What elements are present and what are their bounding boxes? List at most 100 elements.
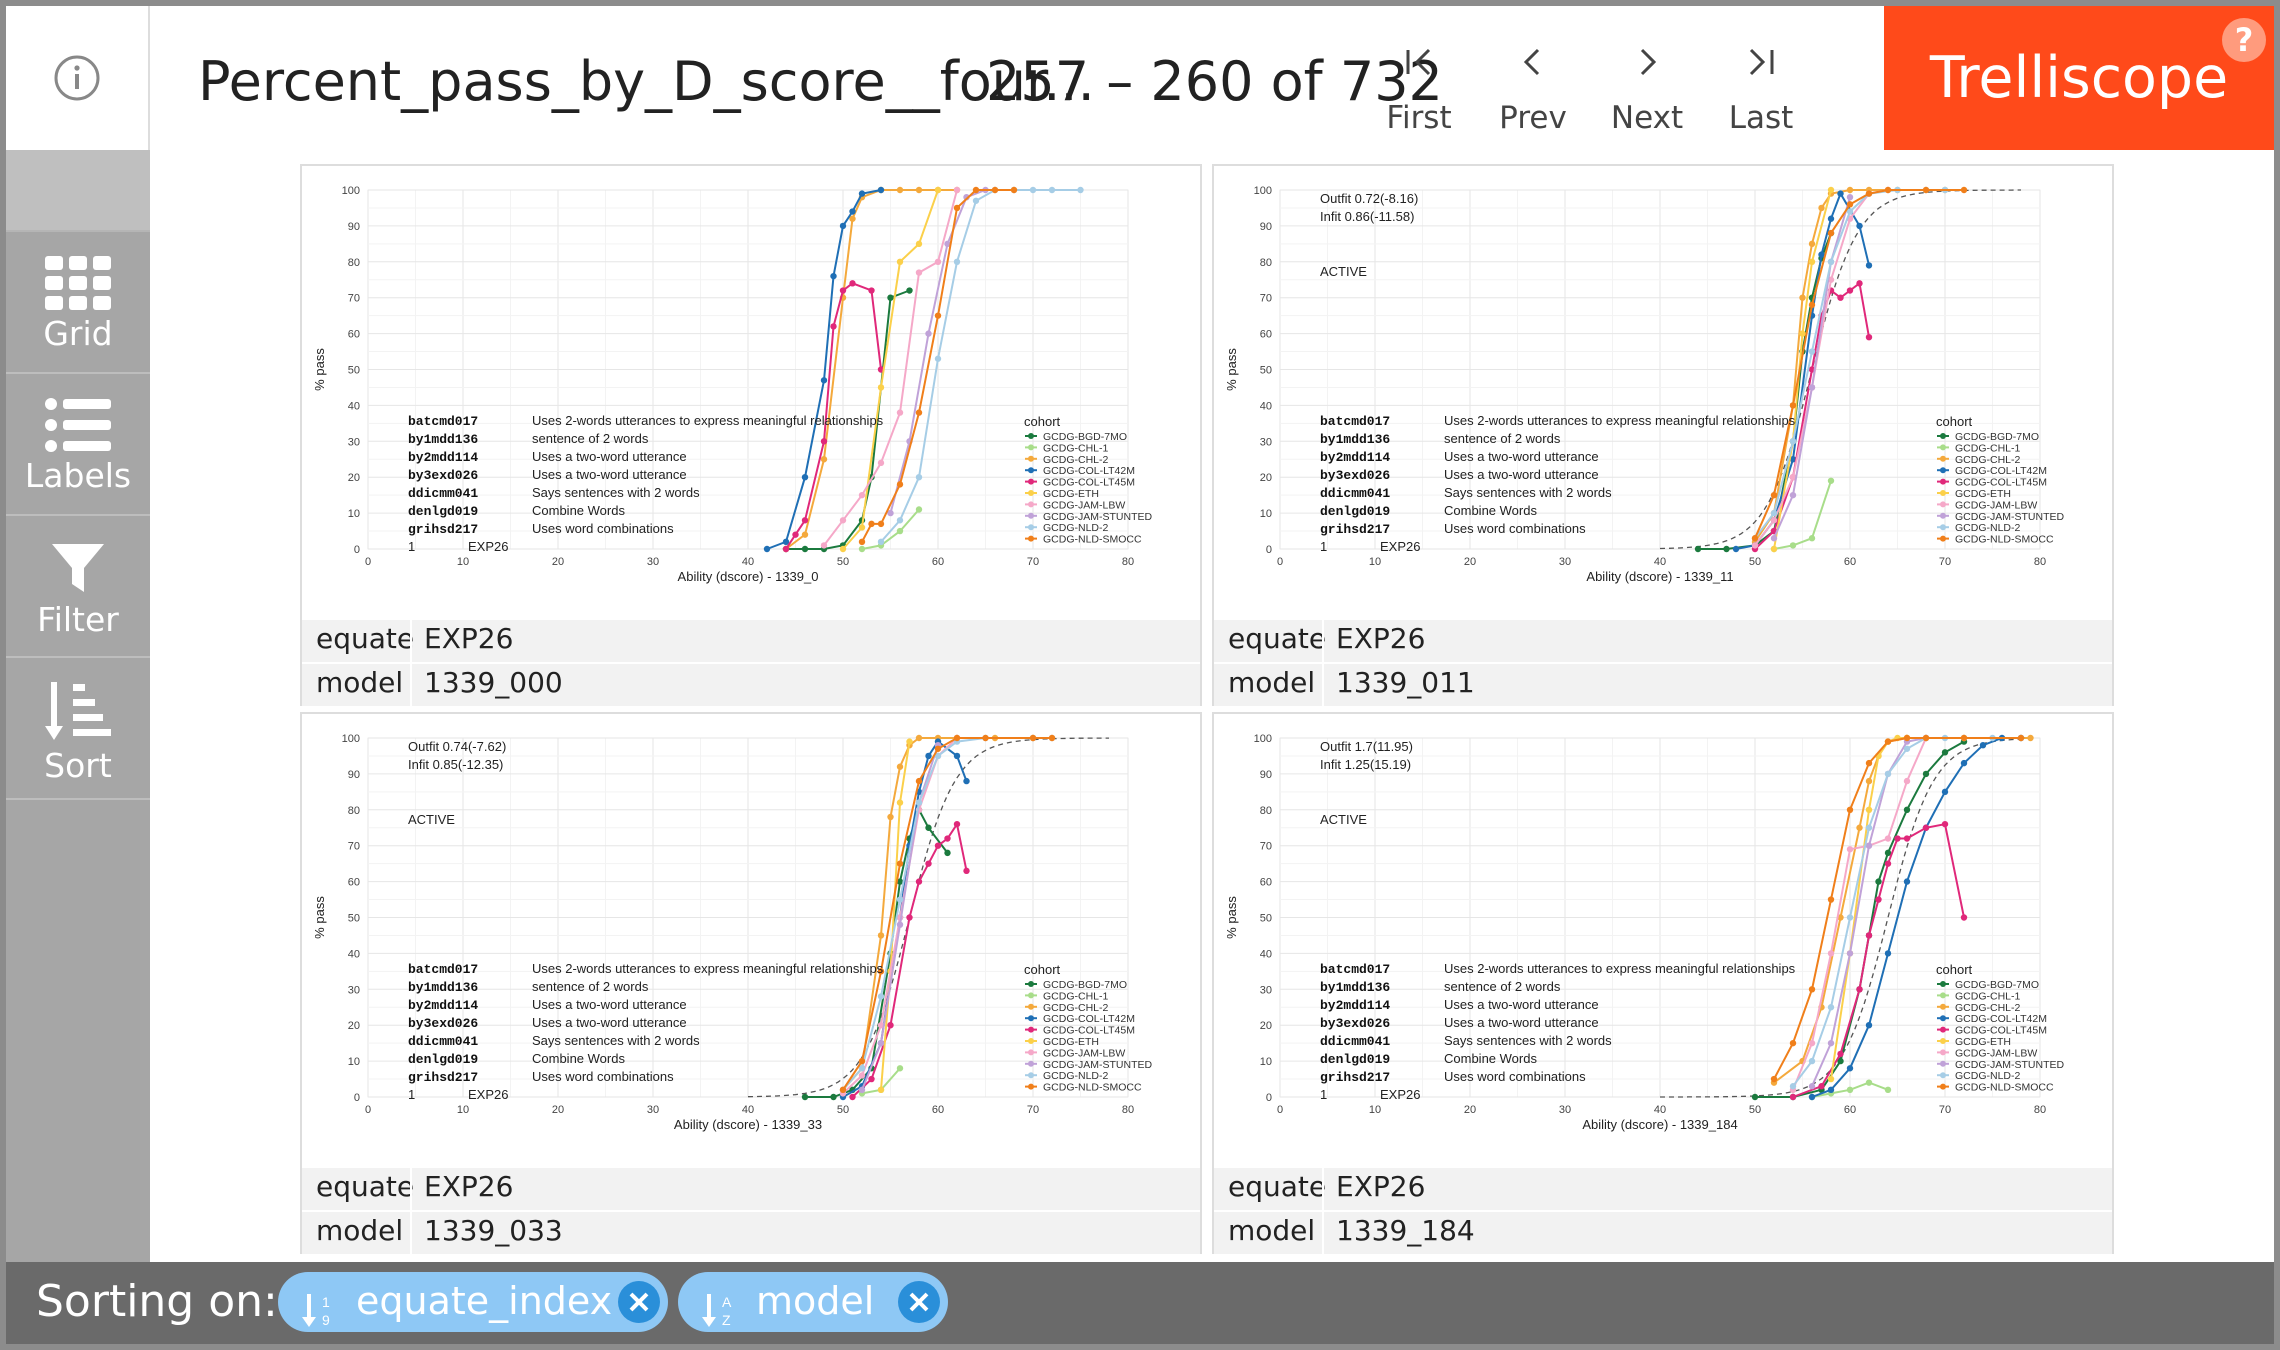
panel-plot: 0 10 20 30 40 50 60 70 80 0 10 20 30 40 50 60 70 80 90 100 A… (308, 720, 1194, 1160)
y-tick-label: 30 (1260, 436, 1272, 448)
data-point (1865, 806, 1873, 813)
y-tick-label: 80 (348, 805, 360, 817)
legend-swatch (1028, 1083, 1034, 1090)
item-description: Says sentences with 2 words (532, 1033, 700, 1048)
data-point (1827, 258, 1835, 265)
last-page-label: Last (1728, 100, 1794, 136)
sidebar-label-filter: Filter (37, 600, 119, 639)
brand-label: Trelliscope (1929, 45, 2229, 111)
data-point (877, 1086, 885, 1094)
data-point (1846, 1086, 1854, 1094)
legend-swatch (1940, 478, 1946, 485)
data-point (944, 240, 951, 248)
y-axis-label: % pass (312, 896, 327, 939)
remove-sort-button[interactable] (618, 1281, 660, 1323)
prev-page-button[interactable]: Prev (1478, 42, 1588, 142)
data-point (1856, 222, 1863, 230)
data-point (1827, 1086, 1835, 1094)
data-point (1884, 860, 1892, 867)
item-code: by2mdd114 (408, 998, 478, 1013)
x-tick-label: 10 (457, 556, 469, 568)
data-point (896, 1065, 904, 1072)
data-point (763, 545, 771, 553)
legend-swatch (1028, 490, 1034, 496)
trelliscope-brand[interactable]: Trelliscope ? (1884, 6, 2274, 150)
data-point (839, 1086, 847, 1094)
panel-meta: equate EXP26 model 1339_000 (302, 620, 1200, 706)
legend-swatch (1028, 1026, 1034, 1033)
panel-1339_184[interactable]: 0 10 20 30 40 50 60 70 80 0 10 20 30 40 50 60 70 80 90 100 A… (1212, 712, 2114, 1254)
data-point (1789, 474, 1797, 481)
data-point (820, 438, 828, 445)
legend-entry: GCDG-JAM-STUNTED (1955, 1059, 2064, 1071)
data-point (1846, 287, 1854, 294)
sort-pill-equate-index[interactable]: 1 9 equate_index (278, 1272, 668, 1332)
data-point (896, 517, 904, 524)
legend-swatch (1028, 1072, 1034, 1079)
y-tick-label: 90 (348, 221, 360, 233)
y-tick-label: 80 (348, 257, 360, 269)
y-tick-label: 90 (348, 769, 360, 781)
data-point (858, 491, 866, 499)
series-line (1792, 823, 1965, 1098)
sidebar-item-filter[interactable]: Filter (6, 516, 150, 658)
data-point (1827, 896, 1835, 903)
meta-key-equate: equate (316, 1170, 415, 1203)
data-point (1751, 542, 1759, 549)
next-page-label: Next (1610, 100, 1684, 136)
meta-value-equate: EXP26 (424, 622, 514, 655)
first-page-button[interactable]: First (1364, 42, 1474, 142)
x-tick-label: 80 (1122, 1104, 1134, 1116)
data-point (1808, 384, 1816, 391)
data-point (820, 542, 828, 549)
panel-1339_033[interactable]: 0 10 20 30 40 50 60 70 80 0 10 20 30 40 50 60 70 80 90 100 A… (300, 712, 1202, 1254)
infit-label: Infit 0.85(-12.35) (408, 757, 503, 772)
data-point (925, 752, 932, 760)
item-index: 1 (408, 539, 415, 554)
series-line (823, 189, 958, 547)
data-point (896, 921, 904, 928)
sidebar-item-grid[interactable]: Grid (6, 232, 150, 374)
item-code: batcmd017 (408, 962, 478, 977)
data-point (896, 481, 904, 488)
data-point (1884, 770, 1892, 778)
meta-key-model: model (1228, 666, 1316, 699)
sidebar-item-labels[interactable]: Labels (6, 374, 150, 516)
legend-swatch (1940, 1072, 1946, 1079)
data-point (953, 820, 961, 828)
data-point (849, 208, 856, 215)
data-point (896, 409, 904, 416)
data-point (1770, 1075, 1778, 1083)
item-code: ddicmm041 (408, 486, 478, 501)
data-point (1789, 1093, 1797, 1101)
sidebar-label-sort: Sort (44, 746, 112, 785)
info-button[interactable] (6, 6, 150, 150)
sort-icon (45, 682, 111, 740)
data-point (1903, 734, 1911, 742)
x-tick-label: 10 (457, 1104, 469, 1116)
help-button[interactable]: ? (2222, 18, 2266, 62)
panel-1339_011[interactable]: 0 10 20 30 40 50 60 70 80 0 10 20 30 40 50 60 70 80 90 100 A… (1212, 164, 2114, 706)
data-point (858, 524, 866, 531)
data-point (1789, 491, 1797, 499)
data-point (830, 323, 837, 330)
header-bar: Percent_pass_by_D_score__four... 257 – 2… (6, 6, 2274, 152)
data-point (953, 258, 961, 265)
y-tick-label: 30 (348, 436, 360, 448)
data-point (1846, 208, 1854, 215)
last-page-button[interactable]: Last (1706, 42, 1816, 142)
remove-sort-button[interactable] (898, 1281, 940, 1323)
item-code: by3exd026 (408, 468, 478, 483)
sidebar-item-sort[interactable]: Sort (6, 658, 150, 800)
data-point (1903, 878, 1911, 885)
item-description: Uses word combinations (532, 1069, 674, 1084)
next-page-button[interactable]: Next (1592, 42, 1702, 142)
data-point (1837, 1057, 1844, 1065)
series-line (1811, 737, 2021, 1098)
item-description: Combine Words (532, 503, 625, 518)
data-point (896, 763, 904, 770)
item-code: by2mdd114 (1320, 998, 1390, 1013)
panel-1339_000[interactable]: 0 10 20 30 40 50 60 70 80 0 10 20 30 40 50 60 70 80 90 100 A… (300, 164, 1202, 706)
x-tick-label: 0 (1277, 556, 1283, 568)
